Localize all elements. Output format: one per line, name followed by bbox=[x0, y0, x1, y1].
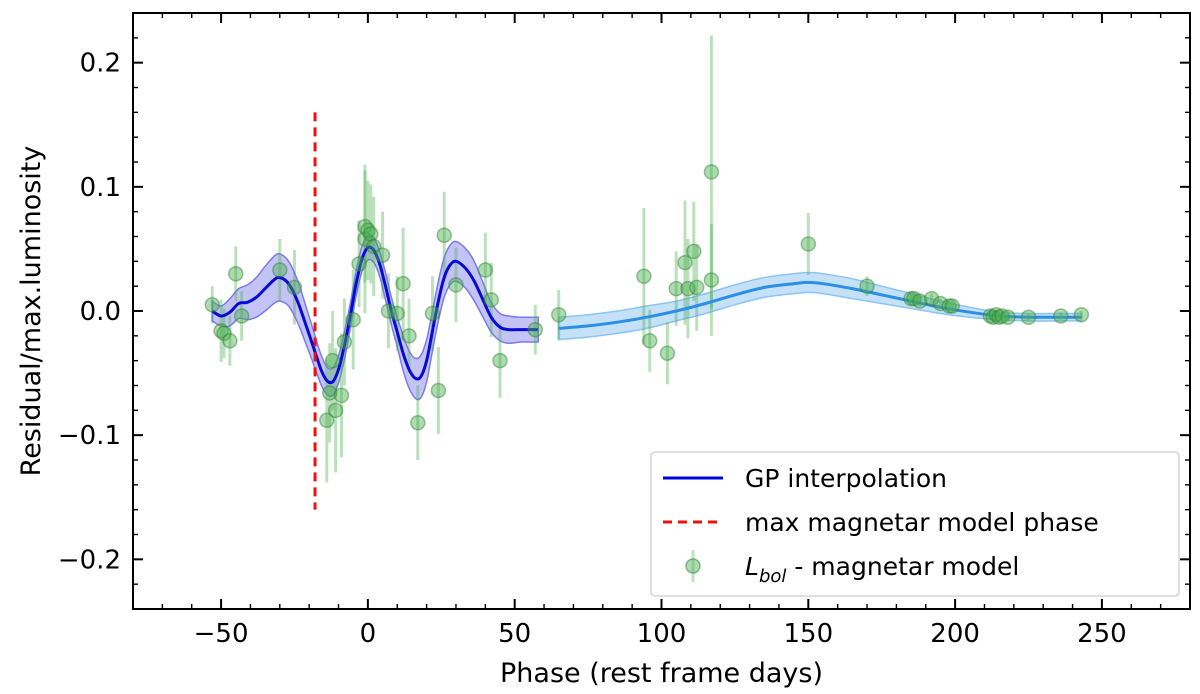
data-point bbox=[988, 306, 1004, 323]
data-point bbox=[389, 305, 405, 322]
x-tick-label: −50 bbox=[194, 619, 249, 649]
error-bars bbox=[210, 35, 1083, 483]
data-point bbox=[324, 352, 341, 369]
data-point bbox=[859, 278, 875, 294]
data-point bbox=[680, 280, 696, 297]
data-point bbox=[410, 415, 426, 431]
legend-marker-swatch bbox=[685, 558, 701, 574]
x-tick-label: 100 bbox=[637, 619, 687, 649]
data-point bbox=[941, 298, 957, 314]
data-point bbox=[366, 238, 382, 255]
data-point bbox=[213, 323, 229, 339]
data-point bbox=[688, 279, 705, 296]
data-point bbox=[944, 298, 960, 314]
data-point bbox=[1020, 309, 1037, 325]
legend-box bbox=[650, 451, 1180, 597]
data-point bbox=[923, 290, 940, 307]
data-point bbox=[448, 277, 464, 293]
x-tick-label: 50 bbox=[498, 619, 531, 649]
data-point bbox=[1000, 309, 1016, 325]
data-point bbox=[527, 321, 543, 338]
data-point bbox=[642, 333, 658, 349]
data-point bbox=[216, 325, 232, 342]
legend-vline-label: max magnetar model phase bbox=[745, 508, 1099, 537]
y-tick-label: −0.2 bbox=[58, 545, 121, 575]
data-point bbox=[492, 352, 508, 369]
gp-band-early bbox=[211, 233, 539, 401]
legend: GP interpolation max magnetar model phas… bbox=[650, 451, 1180, 597]
data-point bbox=[222, 333, 238, 349]
data-point bbox=[374, 247, 391, 263]
data-point bbox=[345, 311, 361, 328]
data-points bbox=[204, 164, 1090, 431]
x-tick-label: 250 bbox=[1077, 619, 1127, 649]
data-point bbox=[550, 306, 567, 323]
confidence-bands bbox=[211, 233, 1083, 401]
y-tick-label: 0.0 bbox=[80, 297, 121, 327]
data-point bbox=[286, 279, 303, 296]
data-point bbox=[477, 262, 494, 278]
y-tick-label: 0.2 bbox=[80, 49, 121, 79]
data-point bbox=[906, 290, 922, 307]
data-point bbox=[636, 268, 652, 284]
legend-points-label: Lbol - magnetar model bbox=[745, 552, 1019, 587]
data-point bbox=[1073, 306, 1090, 323]
gp-curve-early bbox=[211, 245, 539, 385]
x-tick-label: 0 bbox=[360, 619, 377, 649]
y-tick-label: −0.1 bbox=[58, 421, 121, 451]
data-point bbox=[336, 334, 353, 350]
plot-frame bbox=[132, 12, 1191, 610]
data-point bbox=[333, 387, 350, 404]
data-point bbox=[363, 226, 379, 242]
data-point bbox=[272, 262, 288, 278]
data-point bbox=[991, 309, 1007, 325]
data-point bbox=[985, 309, 1002, 325]
data-point bbox=[483, 292, 499, 308]
data-point bbox=[424, 305, 441, 322]
data-point bbox=[357, 231, 373, 247]
x-tick-label: 150 bbox=[783, 619, 833, 649]
plot-area bbox=[204, 35, 1090, 510]
data-point bbox=[321, 385, 338, 401]
data-point bbox=[1053, 308, 1069, 324]
legend-points-label-main: L bbox=[745, 552, 759, 581]
data-point bbox=[677, 254, 693, 271]
data-point bbox=[912, 293, 928, 309]
data-point bbox=[430, 382, 447, 399]
legend-points-label-rest: - magnetar model bbox=[786, 552, 1019, 581]
data-point bbox=[436, 227, 452, 244]
data-point bbox=[351, 256, 367, 272]
gp-curves bbox=[211, 245, 1082, 385]
data-point bbox=[982, 308, 999, 324]
data-point bbox=[994, 308, 1010, 324]
x-tick-label: 200 bbox=[930, 619, 980, 649]
data-point bbox=[686, 243, 702, 260]
data-point bbox=[327, 402, 344, 419]
data-point bbox=[380, 303, 397, 319]
data-point bbox=[204, 297, 221, 313]
data-point bbox=[903, 290, 919, 307]
data-point bbox=[357, 218, 373, 235]
legend-gp-label: GP interpolation bbox=[745, 464, 947, 493]
y-axis-label: Residual/max.luminosity bbox=[16, 146, 47, 477]
data-point bbox=[228, 266, 244, 282]
gp-curve-late bbox=[558, 280, 1082, 330]
gp-band-late bbox=[557, 271, 1083, 341]
axis-ticks: −50 0 50 100 150 200 250 −0.2 −0.1 0.0 0.1 0.2 bbox=[58, 12, 1191, 649]
x-axis-label: Phase (rest frame days) bbox=[500, 658, 823, 689]
data-point bbox=[932, 295, 949, 312]
data-point bbox=[800, 236, 817, 252]
data-point bbox=[703, 164, 720, 180]
data-point bbox=[668, 280, 684, 297]
legend-points-label-sub: bol bbox=[759, 566, 786, 587]
data-point bbox=[360, 222, 376, 239]
data-point bbox=[659, 345, 676, 361]
y-tick-label: 0.1 bbox=[80, 173, 121, 203]
data-point bbox=[401, 328, 417, 344]
data-point bbox=[395, 275, 411, 292]
data-point bbox=[319, 412, 335, 429]
data-point bbox=[703, 272, 720, 288]
data-point bbox=[233, 308, 250, 324]
